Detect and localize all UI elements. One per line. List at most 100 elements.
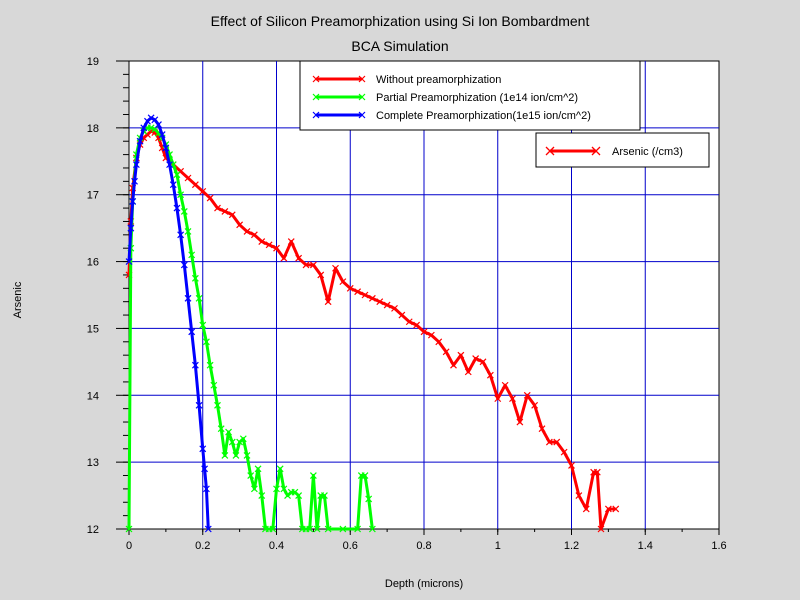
series-point <box>129 197 137 205</box>
series-point <box>604 505 612 513</box>
series-point <box>612 505 620 513</box>
series-point <box>568 462 575 469</box>
x-tick-label: 0.4 <box>269 540 284 552</box>
series-point <box>228 438 236 446</box>
legend-secondary-label: Arsenic (/cm3) <box>612 146 683 158</box>
series-point <box>184 294 192 302</box>
x-tick-label: 1 <box>495 540 501 552</box>
series-point <box>206 361 214 369</box>
axis-ticks <box>116 60 720 535</box>
series-point <box>313 525 321 533</box>
series-point <box>203 485 210 493</box>
y-tick-label: 13 <box>87 457 99 469</box>
series-point <box>140 124 148 132</box>
y-tick-label: 15 <box>87 323 99 335</box>
series-point <box>206 194 214 202</box>
series-point <box>457 351 465 359</box>
series-point <box>177 191 185 199</box>
legend-entry: Complete Preamorphization(1e15 ion/cm^2) <box>312 110 591 122</box>
series-point <box>269 525 277 533</box>
series-point <box>177 231 185 239</box>
series-point <box>516 418 524 426</box>
x-tick-label: 0.6 <box>343 540 358 552</box>
series-point <box>450 361 457 369</box>
series-point <box>180 261 188 269</box>
x-axis-label: Depth (microns) <box>385 578 463 590</box>
y-tick-label: 16 <box>87 257 99 269</box>
series-point <box>523 391 531 399</box>
series-point <box>302 261 310 269</box>
x-tick-label: 1.6 <box>711 540 726 552</box>
y-tick-label: 12 <box>87 524 99 536</box>
legend-marker <box>312 93 320 101</box>
series-point <box>280 485 288 493</box>
series-point <box>184 228 192 235</box>
series-point <box>317 271 325 279</box>
series-point <box>354 525 362 533</box>
series-point <box>201 465 209 473</box>
series-point <box>531 401 539 409</box>
series-point <box>479 358 487 366</box>
series-point <box>383 301 391 309</box>
series-point <box>132 161 140 169</box>
series-point <box>442 348 450 356</box>
x-tick-label: 1.4 <box>638 540 653 552</box>
series-point <box>472 355 480 362</box>
series-point <box>191 361 199 369</box>
legend-marker <box>358 111 366 119</box>
legend-secondary: Arsenic (/cm3) <box>535 132 710 168</box>
series-point <box>486 371 494 379</box>
series-point <box>324 298 332 306</box>
series-point <box>339 278 347 286</box>
series-point <box>191 274 199 282</box>
series-point <box>254 465 262 473</box>
legend-label: Partial Preamorphization (1e14 ion/cm^2) <box>376 92 578 104</box>
series-point <box>191 181 199 189</box>
series-line <box>127 116 210 530</box>
series-point <box>361 291 369 299</box>
x-tick-label: 0 <box>126 540 132 552</box>
series-point <box>125 525 133 533</box>
series-point <box>276 465 284 473</box>
series-point <box>169 181 177 189</box>
legend-entry: Without preamorphization <box>312 74 501 86</box>
series-point <box>203 338 210 346</box>
legend-marker <box>312 75 320 83</box>
series-point <box>166 161 173 169</box>
series-point <box>560 448 568 456</box>
series-point <box>509 395 516 403</box>
series-point <box>158 131 166 138</box>
y-axis-label: Arsenic <box>12 281 24 318</box>
series-point <box>361 472 369 479</box>
legend-marker <box>312 111 320 119</box>
series-point <box>131 177 138 185</box>
series-point <box>280 254 288 262</box>
series-point <box>250 485 258 493</box>
legend-label: Without preamorphization <box>376 74 501 86</box>
legend-marker <box>358 93 366 101</box>
series-point <box>309 261 317 269</box>
series-point <box>405 318 413 326</box>
series-point <box>420 328 428 336</box>
series-point <box>151 116 159 124</box>
legend-label: Complete Preamorphization(1e15 ion/cm^2) <box>376 110 591 122</box>
series-point <box>273 244 280 252</box>
y-tick-label: 19 <box>87 56 99 68</box>
series-point <box>538 425 546 433</box>
legend-secondary-marker <box>545 146 601 156</box>
series-point <box>582 505 590 513</box>
series-point <box>332 264 339 272</box>
series-point <box>545 438 553 446</box>
x-tick-label: 1.2 <box>564 540 579 552</box>
series-point <box>321 492 328 499</box>
series-point <box>147 114 155 122</box>
series-point <box>221 208 229 215</box>
series-point <box>173 204 181 212</box>
y-tick-label: 14 <box>87 390 99 402</box>
y-tick-label: 18 <box>87 123 99 135</box>
legend-marker <box>358 75 366 83</box>
legend-entry: Partial Preamorphization (1e14 ion/cm^2) <box>312 92 578 104</box>
series-point <box>324 525 332 533</box>
series-point <box>435 338 443 346</box>
